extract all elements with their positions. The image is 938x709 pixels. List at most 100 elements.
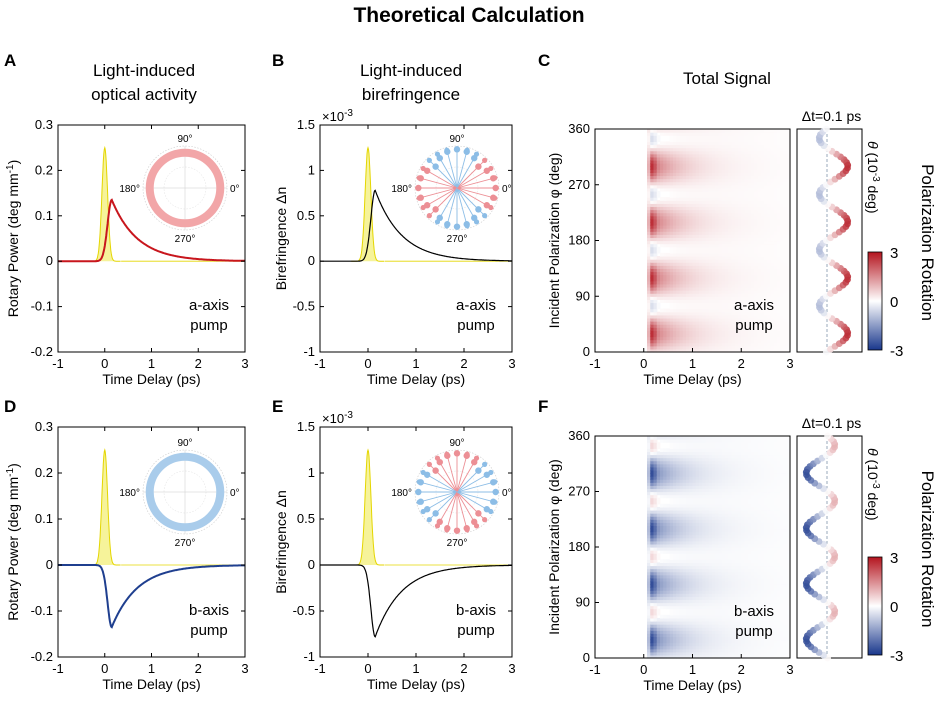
heatmap-cell	[699, 150, 703, 155]
heatmap-cell	[767, 212, 772, 217]
heatmap-cell	[699, 255, 703, 260]
heatmap-cell	[747, 311, 752, 316]
heatmap-cell	[679, 274, 684, 279]
heatmap-cell	[773, 265, 778, 269]
heatmap-cell	[656, 156, 661, 161]
heatmap-cell	[783, 277, 788, 282]
polar-dot	[415, 185, 421, 191]
heatmap-cell	[777, 132, 781, 136]
heatmap-cell	[656, 500, 661, 505]
heatmap-cell	[692, 317, 697, 322]
heatmap-cell	[699, 302, 703, 307]
heatmap-cell	[676, 187, 681, 192]
heatmap-cell	[770, 156, 775, 161]
heatmap-cell	[660, 299, 664, 304]
heatmap-cell	[741, 296, 746, 300]
heatmap-cell	[754, 333, 759, 338]
heatmap-cell	[695, 528, 700, 533]
heatmap-cell	[663, 599, 668, 604]
heatmap-cell	[786, 203, 791, 208]
heatmap-cell	[650, 476, 655, 480]
heatmap-cell	[741, 336, 746, 341]
heatmap-cell	[757, 172, 762, 177]
heatmap-cell	[734, 327, 739, 331]
heatmap-cell	[673, 543, 677, 548]
heatmap-cell	[705, 596, 710, 601]
heatmap-cell	[780, 345, 785, 350]
heatmap-cell	[760, 144, 765, 149]
heatmap-cell	[751, 293, 755, 297]
heatmap-cell	[731, 228, 736, 232]
heatmap-cell	[679, 321, 684, 325]
heatmap-cell	[699, 221, 703, 226]
heatmap-cell	[656, 537, 661, 542]
slice-axis-label: θ (10-3 deg)	[865, 141, 881, 214]
heatmap-cell	[747, 206, 752, 211]
heatmap-cell	[650, 608, 655, 613]
heatmap-cell	[757, 240, 762, 245]
heatmap-cell	[663, 184, 668, 189]
heatmap-cell	[764, 249, 768, 254]
heatmap-cell	[666, 531, 671, 536]
heatmap-cell	[650, 491, 655, 496]
heatmap-cell	[682, 645, 687, 650]
heatmap-cell	[682, 506, 687, 511]
heatmap-cell	[656, 296, 661, 300]
heatmap-cell	[734, 305, 739, 310]
heatmap-cell	[669, 651, 674, 656]
heatmap-cell	[702, 503, 707, 508]
heatmap-cell	[760, 215, 765, 220]
heatmap-cell	[754, 336, 759, 341]
heatmap-cell	[708, 203, 713, 208]
heatmap-cell	[676, 262, 681, 266]
heatmap-cell	[741, 147, 746, 152]
heatmap-cell	[653, 630, 658, 634]
heatmap-cell	[663, 516, 668, 520]
heatmap-cell	[686, 584, 690, 588]
heatmap-cell	[728, 163, 733, 167]
y-axis-label: Birefringence Δn	[273, 187, 289, 291]
polar-dot	[475, 163, 482, 170]
heatmap-cell	[682, 293, 687, 297]
heatmap-cell	[734, 296, 739, 300]
heatmap-cell	[666, 268, 671, 273]
heatmap-cell	[702, 614, 707, 619]
heatmap-cell	[747, 252, 752, 257]
heatmap-cell	[666, 571, 671, 576]
heatmap-cell	[764, 314, 768, 319]
y-axis-label-exp: -1	[5, 467, 16, 476]
heatmap-cell	[764, 209, 768, 214]
heatmap-cell	[767, 215, 772, 220]
heatmap-cell	[767, 169, 772, 173]
heatmap-cell	[751, 200, 755, 204]
heatmap-cell	[699, 528, 703, 533]
heatmap-cell	[647, 593, 651, 597]
heatmap-cell	[777, 333, 781, 338]
heatmap-cell	[653, 565, 658, 570]
heatmap-cell	[728, 138, 733, 142]
heatmap-cell	[705, 262, 710, 266]
heatmap-cell	[656, 451, 661, 456]
heatmap-cell	[650, 293, 655, 297]
heatmap-cell	[777, 153, 781, 158]
heatmap-cell	[669, 330, 674, 335]
heatmap-cell	[767, 302, 772, 307]
heatmap-cell	[760, 246, 765, 251]
heatmap-cell	[679, 159, 684, 164]
heatmap-cell	[708, 605, 713, 610]
heatmap-cell	[647, 268, 651, 273]
heatmap-cell	[660, 203, 664, 208]
heatmap-cell	[770, 296, 775, 300]
heatmap-cell	[767, 141, 772, 146]
heatmap-cell	[773, 153, 778, 158]
heatmap-cell	[673, 587, 677, 591]
heatmap-cell	[656, 159, 661, 164]
heatmap-cell	[718, 293, 723, 297]
heatmap-cell	[679, 132, 684, 136]
heatmap-cell	[757, 218, 762, 223]
heatmap-cell	[738, 209, 742, 214]
polar-dot	[426, 461, 432, 467]
heatmap-cell	[647, 503, 651, 508]
heatmap-cell	[757, 221, 762, 226]
heatmap-cell	[764, 333, 768, 338]
